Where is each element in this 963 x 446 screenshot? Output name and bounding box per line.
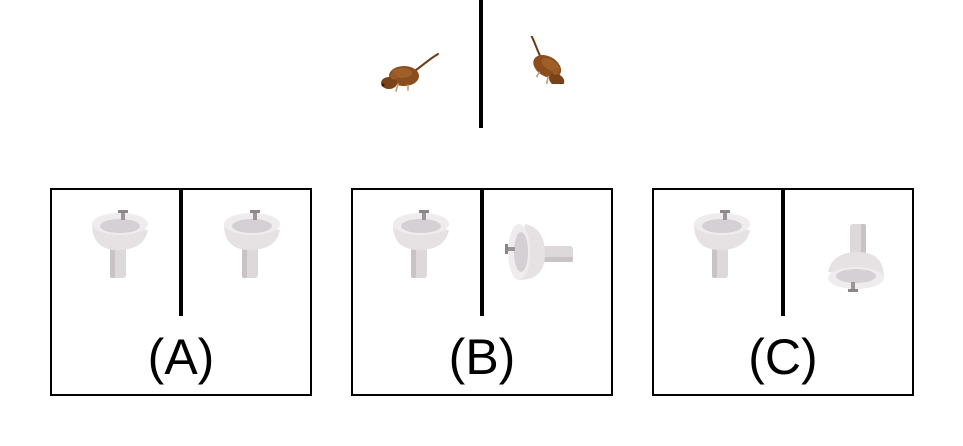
sink-icon <box>694 210 750 278</box>
prompt-divider <box>479 0 483 128</box>
sink-icon <box>92 210 148 278</box>
sink-icon <box>505 224 573 280</box>
option-label: (A) <box>147 329 215 385</box>
sink-icon <box>828 224 884 292</box>
option-a-divider <box>179 190 183 316</box>
mouse-icon <box>380 53 439 92</box>
option-label: (B) <box>448 329 516 385</box>
option-c[interactable]: (C) <box>652 188 914 396</box>
prompt-pair <box>360 0 600 130</box>
mouse-icon <box>512 36 574 84</box>
option-a[interactable]: (A) <box>50 188 312 396</box>
option-label: (C) <box>748 329 818 385</box>
option-b-divider <box>480 190 484 316</box>
sink-icon <box>393 210 449 278</box>
sink-icon <box>224 210 280 278</box>
option-c-divider <box>781 190 785 316</box>
option-b[interactable]: (B) <box>351 188 613 396</box>
